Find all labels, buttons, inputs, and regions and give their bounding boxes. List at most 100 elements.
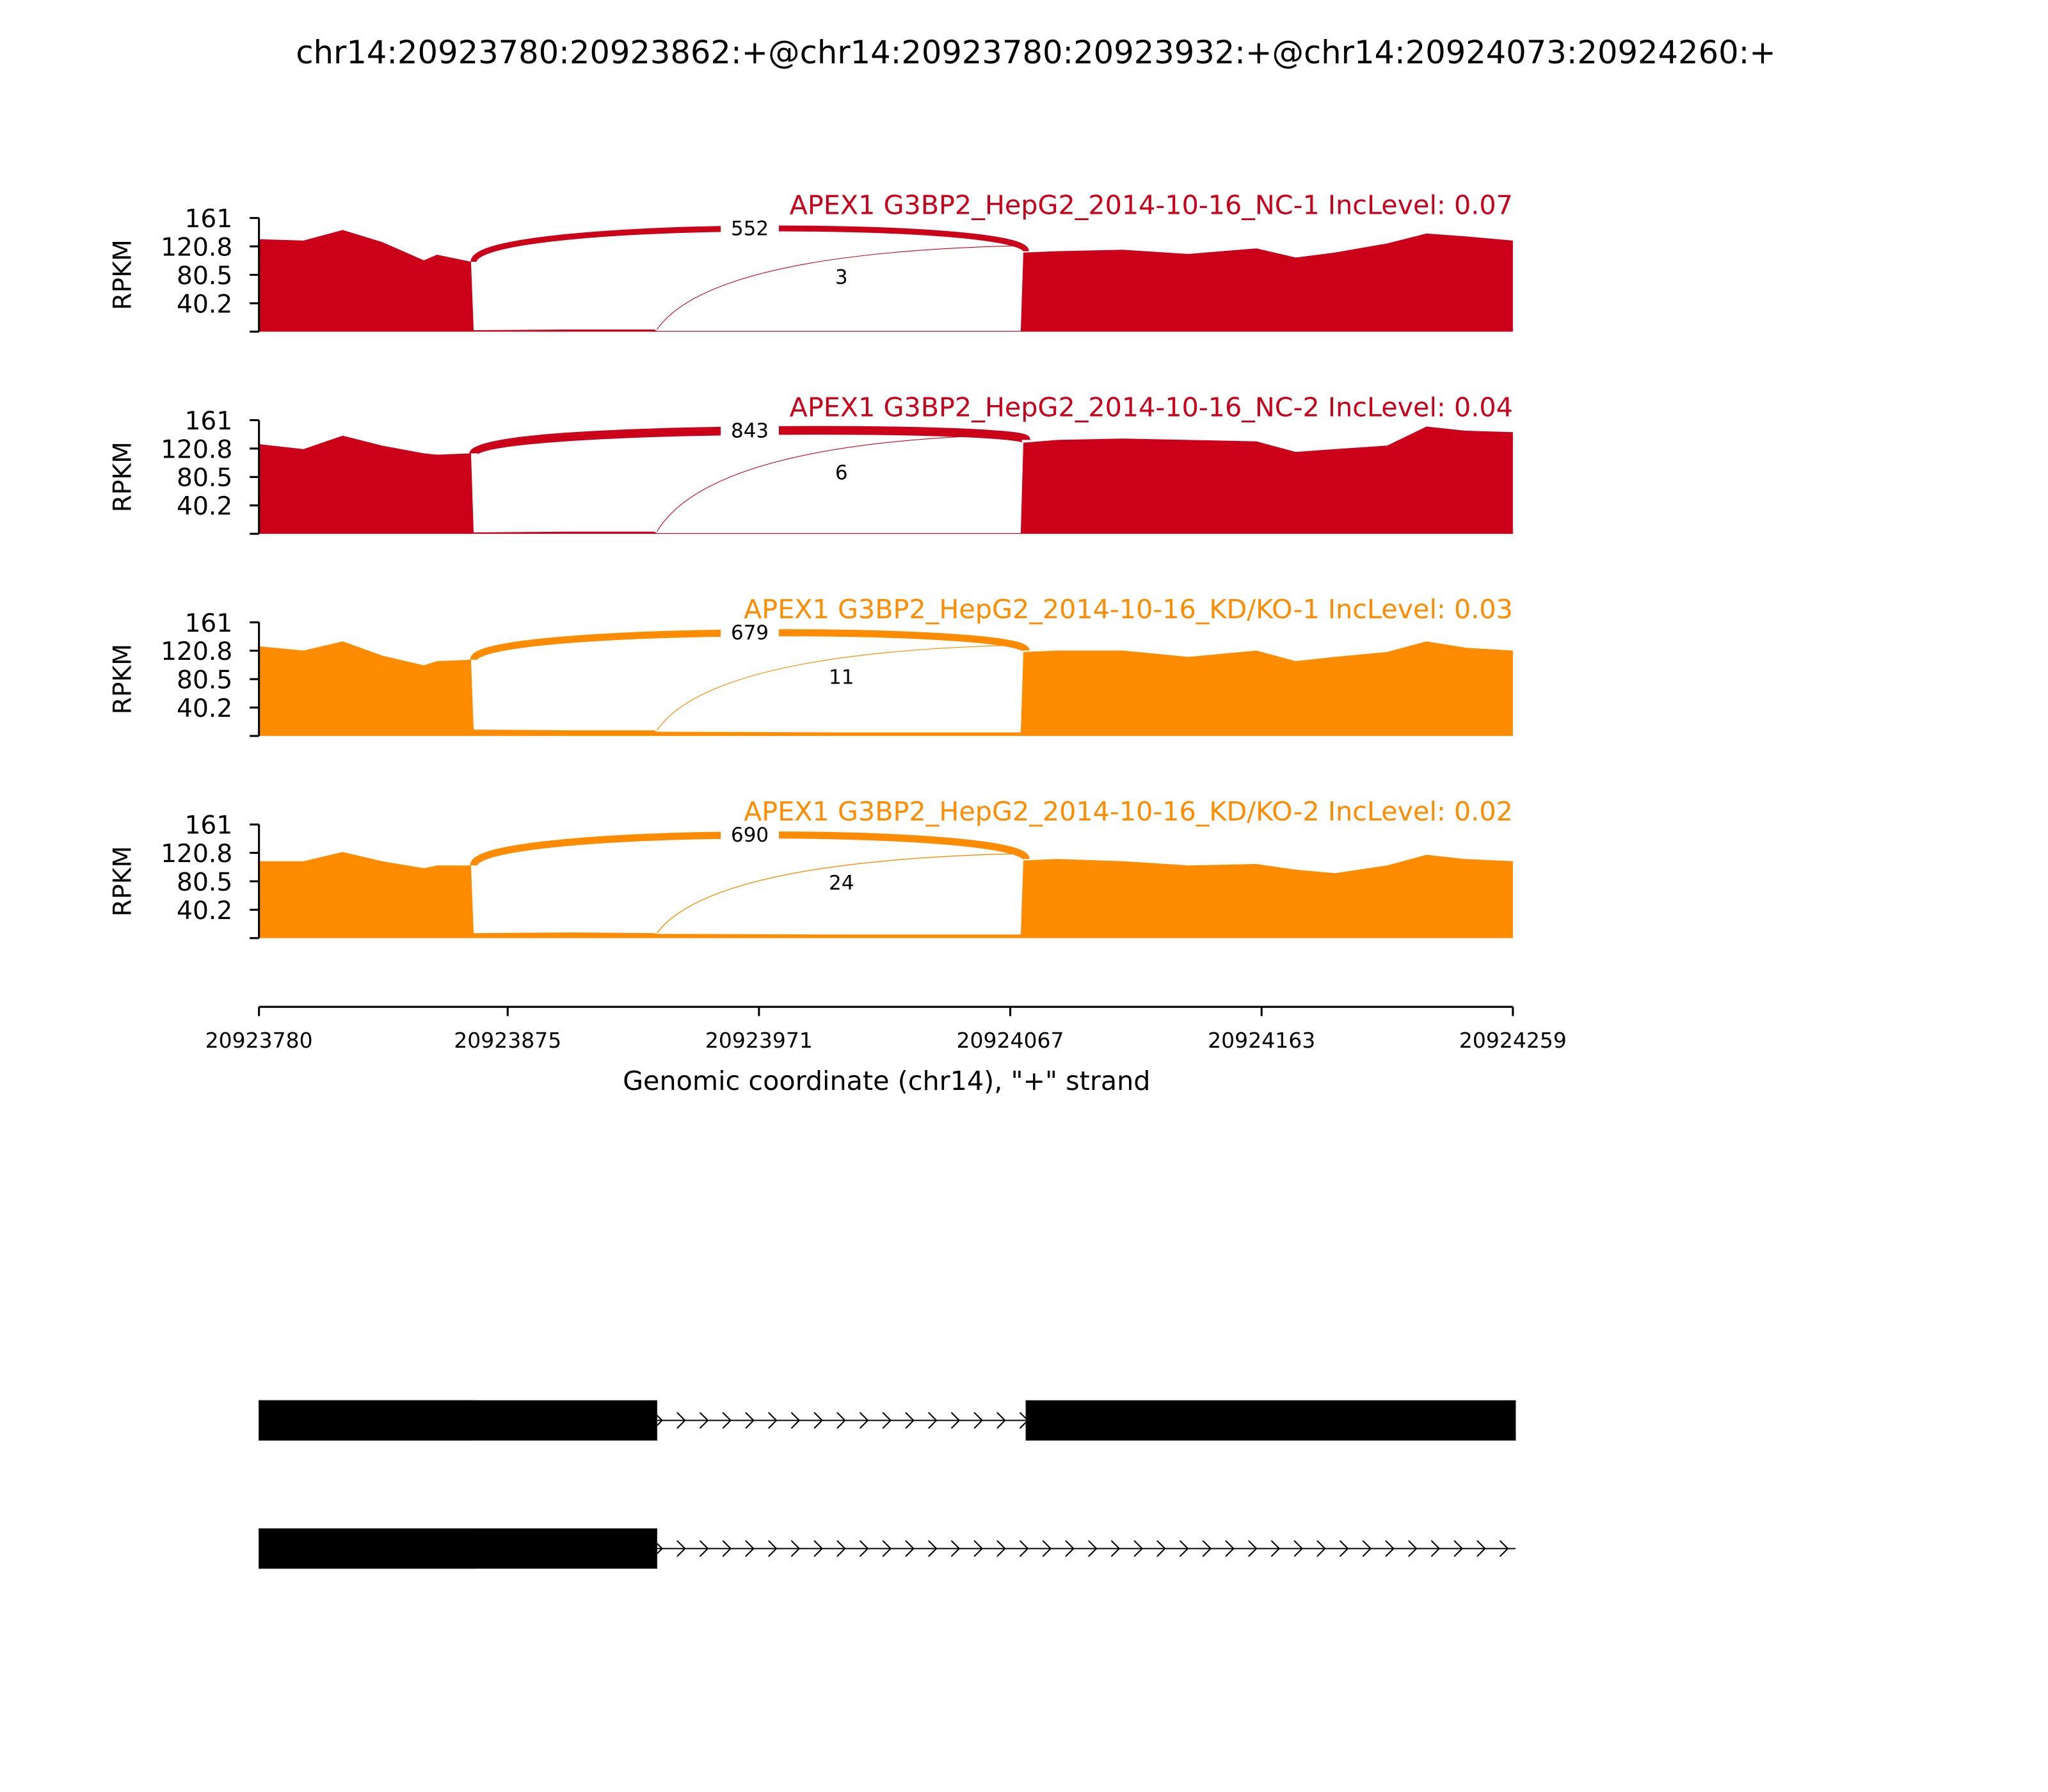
strand-chevron	[676, 1412, 686, 1429]
strand-chevron	[1225, 1540, 1235, 1557]
strand-chevron	[1408, 1540, 1418, 1557]
strand-chevron	[882, 1540, 892, 1557]
strand-chevron	[745, 1412, 755, 1429]
exon	[259, 1400, 657, 1441]
junction-label-bg	[721, 621, 779, 643]
strand-chevron	[905, 1540, 915, 1557]
strand-chevron	[1156, 1540, 1166, 1557]
strand-chevron	[973, 1412, 984, 1429]
strand-chevron	[722, 1412, 732, 1429]
junction-label: 690	[731, 824, 769, 847]
junction-label: 3	[835, 266, 848, 289]
y-axis-label: RPKM	[108, 442, 137, 512]
strand-chevron	[790, 1412, 801, 1429]
strand-chevron	[950, 1412, 961, 1429]
y-axis-label: RPKM	[108, 239, 137, 310]
strand-chevron	[973, 1540, 984, 1557]
strand-chevron	[882, 1412, 892, 1429]
strand-chevron	[1430, 1540, 1441, 1557]
strand-chevron	[859, 1540, 869, 1557]
y-tick-label: 40.2	[177, 694, 232, 723]
strand-chevron	[1316, 1540, 1326, 1557]
strand-chevron	[699, 1540, 709, 1557]
strand-chevron	[1270, 1540, 1281, 1557]
junction-label: 24	[829, 872, 854, 895]
coverage-area	[259, 852, 1513, 938]
junction-label-bg	[721, 216, 779, 238]
y-tick-label: 80.5	[177, 666, 232, 695]
junction-label-bg	[721, 823, 779, 845]
strand-chevron	[1385, 1540, 1395, 1557]
x-tick-label: 20924259	[1459, 1028, 1567, 1053]
coverage-area	[259, 641, 1513, 736]
junction-label: 6	[835, 461, 848, 484]
junction-label-bg	[721, 419, 779, 440]
junction-label: 679	[731, 621, 769, 644]
y-axis-label: RPKM	[108, 846, 137, 916]
junction-arc	[656, 434, 1013, 532]
y-tick-label: 80.5	[177, 464, 232, 493]
junction-label: 843	[731, 419, 769, 442]
y-tick-label: 40.2	[177, 492, 232, 521]
x-tick-label: 20923971	[705, 1028, 813, 1053]
coverage-area	[259, 230, 1513, 332]
coverage-area	[259, 426, 1513, 534]
y-tick-label: 161	[184, 609, 232, 638]
strand-chevron	[1453, 1540, 1464, 1557]
strand-chevron	[676, 1540, 686, 1557]
y-tick-label: 120.8	[161, 233, 232, 262]
strand-chevron	[1019, 1540, 1029, 1557]
strand-chevron	[859, 1412, 869, 1429]
strand-chevron	[996, 1412, 1006, 1429]
strand-chevron	[813, 1412, 824, 1429]
strand-chevron	[1293, 1540, 1304, 1557]
x-tick-label: 20924067	[957, 1028, 1064, 1053]
x-tick-label: 20923875	[454, 1028, 561, 1053]
y-tick-label: 80.5	[177, 262, 232, 291]
strand-chevron	[1248, 1540, 1258, 1557]
strand-chevron	[1202, 1540, 1212, 1557]
strand-chevron	[745, 1540, 755, 1557]
chart-title: chr14:20923780:20923862:+@chr14:20923780…	[296, 34, 1775, 71]
y-tick-label: 80.5	[177, 868, 232, 897]
y-tick-label: 120.8	[161, 840, 232, 868]
junction-arc	[656, 644, 1013, 731]
strand-chevron	[836, 1412, 846, 1429]
junction-arc	[656, 245, 1013, 330]
strand-chevron	[1476, 1540, 1486, 1557]
strand-chevron	[813, 1540, 824, 1557]
strand-chevron	[1339, 1540, 1349, 1557]
strand-chevron	[767, 1540, 778, 1557]
track-title: APEX1 G3BP2_HepG2_2014-10-16_KD/KO-2 Inc…	[744, 796, 1513, 827]
strand-chevron	[905, 1412, 915, 1429]
y-tick-label: 161	[184, 407, 232, 436]
y-tick-label: 40.2	[177, 290, 232, 319]
junction-label: 552	[731, 217, 769, 240]
strand-chevron	[1042, 1540, 1052, 1557]
track-title: APEX1 G3BP2_HepG2_2014-10-16_KD/KO-1 Inc…	[744, 594, 1513, 625]
strand-chevron	[1499, 1540, 1509, 1557]
junction-label: 11	[829, 666, 854, 689]
strand-chevron	[928, 1540, 938, 1557]
strand-chevron	[767, 1412, 778, 1429]
strand-chevron	[1065, 1540, 1075, 1557]
x-tick-label: 20923780	[205, 1028, 313, 1053]
y-tick-label: 40.2	[177, 897, 232, 925]
y-axis-label: RPKM	[108, 644, 137, 714]
strand-chevron	[1133, 1540, 1144, 1557]
track-title: APEX1 G3BP2_HepG2_2014-10-16_NC-1 IncLev…	[790, 189, 1513, 220]
strand-chevron	[836, 1540, 846, 1557]
track-title: APEX1 G3BP2_HepG2_2014-10-16_NC-2 IncLev…	[790, 392, 1513, 422]
y-tick-label: 161	[184, 812, 232, 840]
y-tick-label: 120.8	[161, 435, 232, 464]
y-tick-label: 161	[184, 205, 232, 234]
strand-chevron	[1179, 1540, 1189, 1557]
strand-chevron	[722, 1540, 732, 1557]
strand-chevron	[1362, 1540, 1372, 1557]
strand-chevron	[1110, 1540, 1121, 1557]
strand-chevron	[790, 1540, 801, 1557]
strand-chevron	[996, 1540, 1006, 1557]
x-tick-label: 20924163	[1208, 1028, 1315, 1053]
x-axis-label: Genomic coordinate (chr14), "+" strand	[623, 1066, 1150, 1096]
